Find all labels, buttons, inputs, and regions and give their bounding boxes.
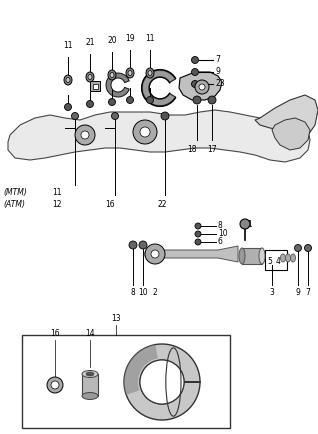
- Text: 11: 11: [52, 188, 61, 197]
- Circle shape: [75, 125, 95, 145]
- Text: 2: 2: [153, 288, 157, 297]
- Text: 5: 5: [267, 257, 273, 266]
- Circle shape: [191, 80, 198, 88]
- Circle shape: [47, 377, 63, 393]
- Circle shape: [191, 56, 198, 63]
- Circle shape: [195, 80, 209, 94]
- Circle shape: [86, 101, 93, 108]
- Bar: [93, 83, 98, 89]
- Text: 21: 21: [85, 38, 95, 47]
- Polygon shape: [124, 344, 200, 420]
- Polygon shape: [179, 72, 222, 100]
- Bar: [265, 250, 287, 270]
- Circle shape: [193, 96, 201, 104]
- Text: 20: 20: [107, 36, 117, 45]
- Polygon shape: [272, 118, 310, 150]
- Text: 13: 13: [111, 314, 121, 323]
- Circle shape: [127, 96, 134, 103]
- Circle shape: [208, 96, 216, 104]
- Circle shape: [145, 244, 165, 264]
- Text: 16: 16: [50, 329, 60, 338]
- Polygon shape: [142, 70, 176, 106]
- Text: (MTM): (MTM): [3, 188, 27, 197]
- Text: 23: 23: [215, 79, 225, 89]
- Text: 16: 16: [105, 200, 115, 209]
- Circle shape: [195, 231, 201, 237]
- Circle shape: [199, 84, 205, 90]
- Text: 3: 3: [270, 288, 274, 297]
- Text: 4: 4: [276, 257, 280, 266]
- Ellipse shape: [148, 70, 152, 76]
- Text: 19: 19: [125, 34, 135, 43]
- Circle shape: [147, 96, 154, 103]
- Circle shape: [108, 99, 115, 105]
- Circle shape: [72, 112, 79, 119]
- Circle shape: [81, 131, 89, 139]
- Circle shape: [195, 239, 201, 245]
- Ellipse shape: [286, 254, 291, 262]
- Text: 9: 9: [215, 68, 220, 76]
- Text: 11: 11: [145, 34, 155, 43]
- Circle shape: [151, 250, 159, 258]
- Text: 8: 8: [218, 221, 223, 230]
- Ellipse shape: [82, 371, 98, 378]
- Text: 22: 22: [157, 200, 167, 209]
- Ellipse shape: [280, 254, 286, 262]
- Circle shape: [161, 112, 169, 120]
- Circle shape: [112, 112, 119, 119]
- Circle shape: [139, 241, 147, 249]
- Text: 8: 8: [131, 288, 135, 297]
- Polygon shape: [106, 73, 129, 97]
- Ellipse shape: [66, 78, 70, 82]
- Circle shape: [133, 120, 157, 144]
- Ellipse shape: [259, 248, 265, 264]
- Circle shape: [140, 127, 150, 137]
- Ellipse shape: [88, 75, 92, 79]
- Circle shape: [140, 360, 184, 404]
- Text: 10: 10: [218, 230, 228, 239]
- Text: 18: 18: [187, 145, 197, 154]
- Bar: [82, 374, 98, 396]
- Circle shape: [240, 219, 250, 229]
- Ellipse shape: [239, 248, 245, 264]
- Ellipse shape: [86, 72, 94, 82]
- Ellipse shape: [110, 72, 114, 78]
- Text: 10: 10: [138, 288, 148, 297]
- Polygon shape: [255, 95, 318, 140]
- Polygon shape: [124, 345, 158, 395]
- Text: 9: 9: [295, 288, 301, 297]
- Polygon shape: [145, 246, 238, 262]
- Text: 7: 7: [215, 56, 220, 65]
- Circle shape: [129, 241, 137, 249]
- Text: 7: 7: [306, 288, 310, 297]
- Bar: [22, 335, 230, 428]
- Text: 12: 12: [52, 200, 61, 209]
- Text: (ATM): (ATM): [3, 200, 25, 209]
- Circle shape: [294, 244, 301, 251]
- Text: 17: 17: [207, 145, 217, 154]
- Circle shape: [51, 381, 59, 389]
- Ellipse shape: [128, 70, 132, 76]
- Text: 6: 6: [218, 237, 223, 247]
- Circle shape: [195, 223, 201, 229]
- Ellipse shape: [146, 68, 154, 78]
- Circle shape: [191, 69, 198, 76]
- Bar: [90, 81, 100, 91]
- Text: 1: 1: [247, 220, 252, 229]
- Bar: [242, 248, 262, 264]
- Ellipse shape: [291, 254, 295, 262]
- Ellipse shape: [64, 75, 72, 85]
- Polygon shape: [8, 110, 310, 162]
- Text: 11: 11: [63, 41, 73, 50]
- Circle shape: [65, 103, 72, 111]
- Ellipse shape: [86, 372, 94, 376]
- Ellipse shape: [82, 392, 98, 400]
- Ellipse shape: [126, 68, 134, 78]
- Circle shape: [305, 244, 312, 251]
- Ellipse shape: [108, 70, 116, 80]
- Text: 14: 14: [85, 329, 95, 338]
